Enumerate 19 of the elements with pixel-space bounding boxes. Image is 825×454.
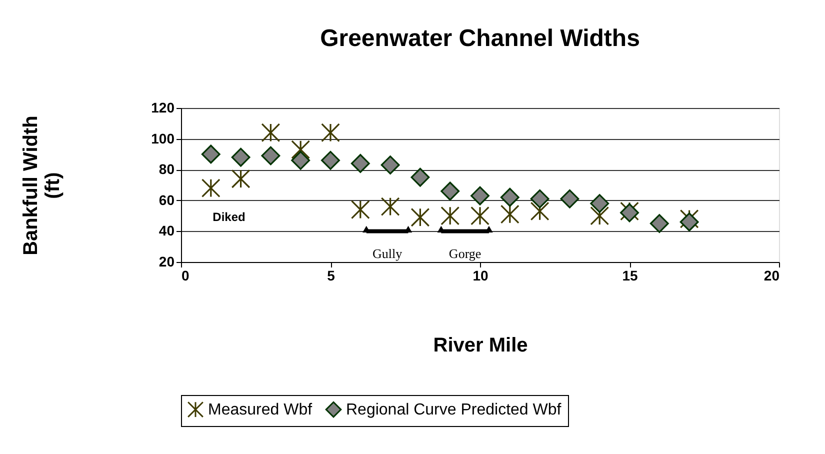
y-tick-label: 20 <box>158 254 175 270</box>
x-tick-label: 15 <box>622 268 638 284</box>
y-tick-label: 40 <box>158 222 175 239</box>
x-tick-label: 10 <box>472 268 488 284</box>
chart-title: Greenwater Channel Widths <box>320 25 640 52</box>
y-axis-title: Bankfull Width (ft) <box>20 116 64 256</box>
annotation: Gully <box>372 246 403 262</box>
y-tick-label: 80 <box>158 161 175 178</box>
annotation: Diked <box>212 210 246 224</box>
annotation: Gorge <box>448 246 482 262</box>
legend-label: Measured Wbf <box>208 402 313 419</box>
x-axis-title: River Mile <box>433 334 528 356</box>
y-tick-label: 120 <box>151 100 175 116</box>
legend-label: Regional Curve Predicted Wbf <box>346 402 562 419</box>
x-tick-label: 5 <box>327 268 336 284</box>
x-tick-label: 20 <box>764 268 780 284</box>
x-tick-label: 0 <box>182 268 190 284</box>
y-tick-label: 100 <box>151 130 175 146</box>
y-tick-label: 60 <box>158 192 175 208</box>
